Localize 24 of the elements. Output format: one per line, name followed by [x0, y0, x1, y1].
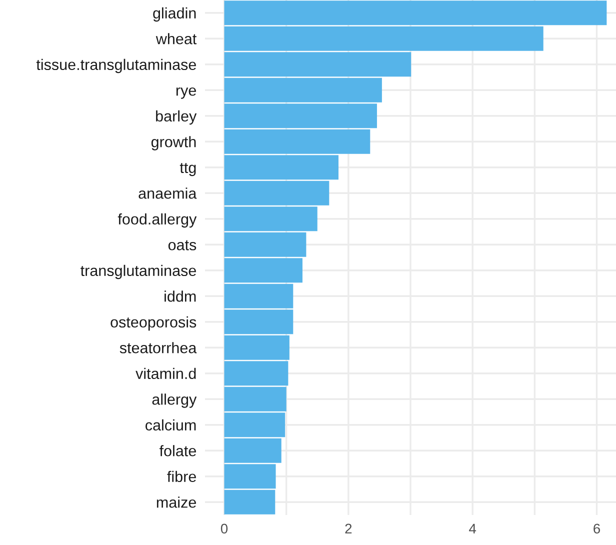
y-tick-label: rye: [176, 87, 196, 99]
y-tick-label: steatorrhea: [120, 342, 197, 354]
y-tick-label: maize: [156, 496, 196, 508]
y-tick-label: tissue.transglutaminase: [36, 58, 196, 74]
y-tick-label: ttg: [180, 163, 196, 176]
y-tick-label: vitamin.d: [136, 368, 196, 380]
y-tick-label: allergy: [152, 394, 197, 408]
y-tick-label: barley: [156, 110, 197, 125]
y-tick-label: food.allergy: [118, 213, 197, 228]
x-tick-label: 4: [469, 524, 476, 534]
x-tick-label: 2: [345, 524, 352, 534]
y-tick-label: wheat: [156, 33, 197, 44]
y-tick-label: calcium: [146, 419, 196, 431]
y-tick-label: gliadin: [153, 7, 196, 22]
y-tick-label: anaemia: [138, 188, 197, 199]
x-tick-label: 6: [594, 524, 600, 534]
y-tick-label: growth: [151, 136, 196, 150]
y-tick-label: fibre: [167, 470, 196, 482]
y-tick-label: osteoporosis: [110, 316, 196, 331]
y-tick-label: transglutaminase: [80, 264, 196, 280]
y-tick-label: iddm: [164, 290, 196, 302]
y-tick-label: oats: [168, 240, 196, 250]
x-tick-label: 0: [220, 524, 228, 534]
y-tick-label: folate: [160, 445, 196, 456]
